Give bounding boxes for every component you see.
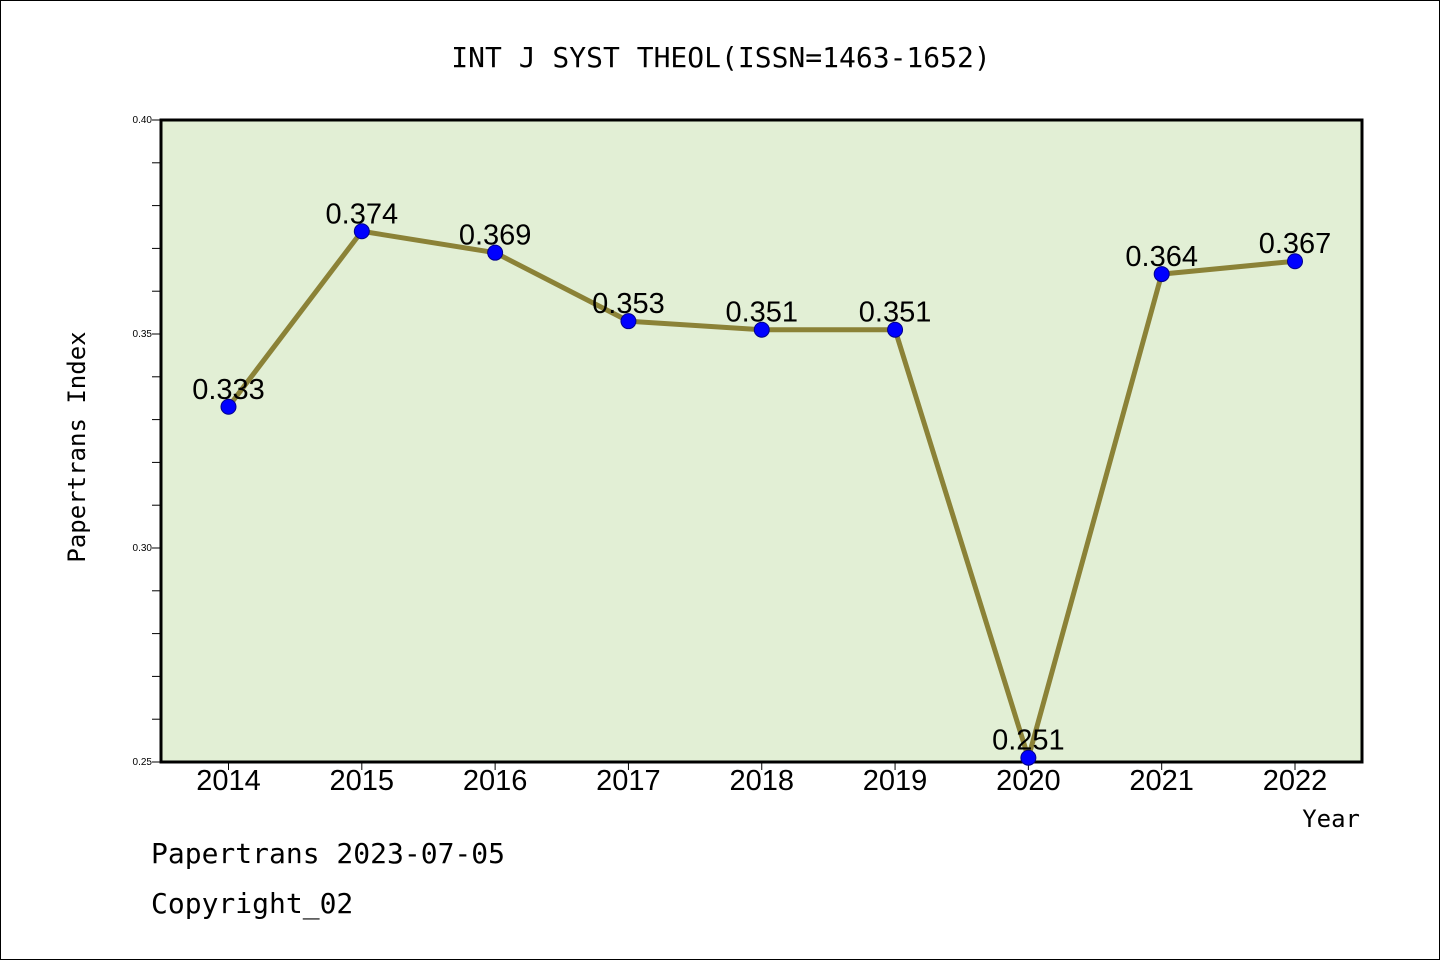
x-tick-label: 2020 bbox=[996, 765, 1061, 797]
x-tick-label: 2022 bbox=[1263, 765, 1328, 797]
data-point bbox=[353, 223, 370, 240]
data-point bbox=[620, 313, 637, 330]
data-label: 0.353 bbox=[592, 288, 665, 320]
data-point bbox=[487, 244, 504, 261]
x-tick-label: 2019 bbox=[863, 765, 928, 797]
x-tick-label: 2018 bbox=[729, 765, 794, 797]
data-label: 0.367 bbox=[1259, 228, 1332, 260]
data-point bbox=[1287, 253, 1303, 270]
footer-copyright: Copyright_02 bbox=[151, 887, 354, 920]
x-tick-label: 2015 bbox=[330, 765, 395, 797]
data-label: 0.333 bbox=[192, 374, 265, 406]
x-tick-label: 2021 bbox=[1129, 765, 1194, 797]
y-tick-label: 0.35 bbox=[133, 329, 153, 340]
x-tick-label: 2016 bbox=[463, 765, 528, 797]
y-axis-label: Papertrans Index bbox=[63, 331, 91, 562]
data-point bbox=[1020, 749, 1037, 766]
data-label: 0.251 bbox=[992, 725, 1065, 757]
data-label: 0.351 bbox=[859, 297, 932, 329]
footer-date: Papertrans 2023-07-05 bbox=[151, 837, 506, 870]
data-point bbox=[753, 321, 770, 338]
data-label: 0.374 bbox=[326, 198, 399, 230]
y-tick-label: 0.25 bbox=[133, 757, 153, 768]
y-tick-label: 0.40 bbox=[133, 115, 153, 126]
data-label: 0.364 bbox=[1125, 241, 1198, 273]
data-point bbox=[887, 321, 904, 338]
data-point bbox=[1153, 266, 1170, 283]
data-label: 0.351 bbox=[725, 297, 798, 329]
data-point bbox=[220, 398, 237, 415]
data-label: 0.369 bbox=[459, 220, 532, 252]
y-tick-label: 0.30 bbox=[133, 543, 153, 554]
x-tick-label: 2014 bbox=[196, 765, 261, 797]
x-axis-label: Year bbox=[1302, 805, 1360, 833]
chart-title: INT J SYST THEOL(ISSN=1463-1652) bbox=[451, 41, 990, 74]
x-tick-label: 2017 bbox=[596, 765, 661, 797]
